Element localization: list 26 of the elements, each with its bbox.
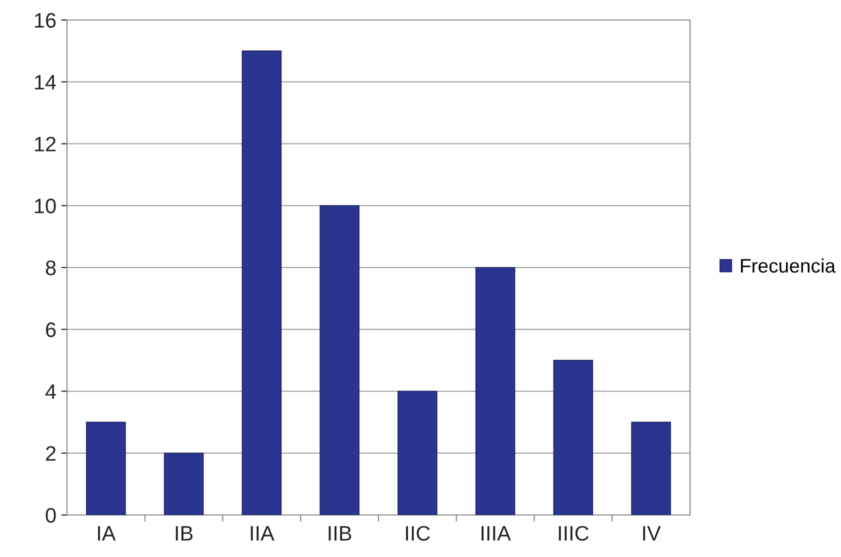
y-tick-label: 8 xyxy=(46,260,56,276)
bar xyxy=(631,422,671,515)
y-tick-label: 4 xyxy=(45,384,56,399)
y-tick-label: 0 xyxy=(46,508,56,523)
x-tick-label: IIB xyxy=(328,526,352,541)
x-tick-label: IIA xyxy=(250,526,274,541)
x-tick-label: IIC xyxy=(406,526,430,541)
bar xyxy=(475,267,516,515)
legend-label: Frecuencia xyxy=(741,258,836,273)
bar xyxy=(242,50,282,515)
bar xyxy=(164,452,204,515)
y-tick-label: 14 xyxy=(35,75,56,90)
x-tick-label: IV xyxy=(643,526,661,541)
bar xyxy=(320,205,360,515)
bar xyxy=(553,360,594,515)
y-tick-label: 6 xyxy=(46,322,56,338)
y-tick-label: 2 xyxy=(46,446,56,461)
y-tick-label: 12 xyxy=(35,136,56,152)
x-tick-label: IIIA xyxy=(482,526,511,541)
y-tick-label: 16 xyxy=(35,13,56,28)
bar xyxy=(86,422,126,515)
x-tick-label: IIIC xyxy=(558,526,589,541)
bar xyxy=(398,390,438,515)
x-tick-label: IB xyxy=(176,526,193,541)
x-tick-label: IA xyxy=(98,526,116,541)
y-tick-label: 10 xyxy=(35,198,56,214)
